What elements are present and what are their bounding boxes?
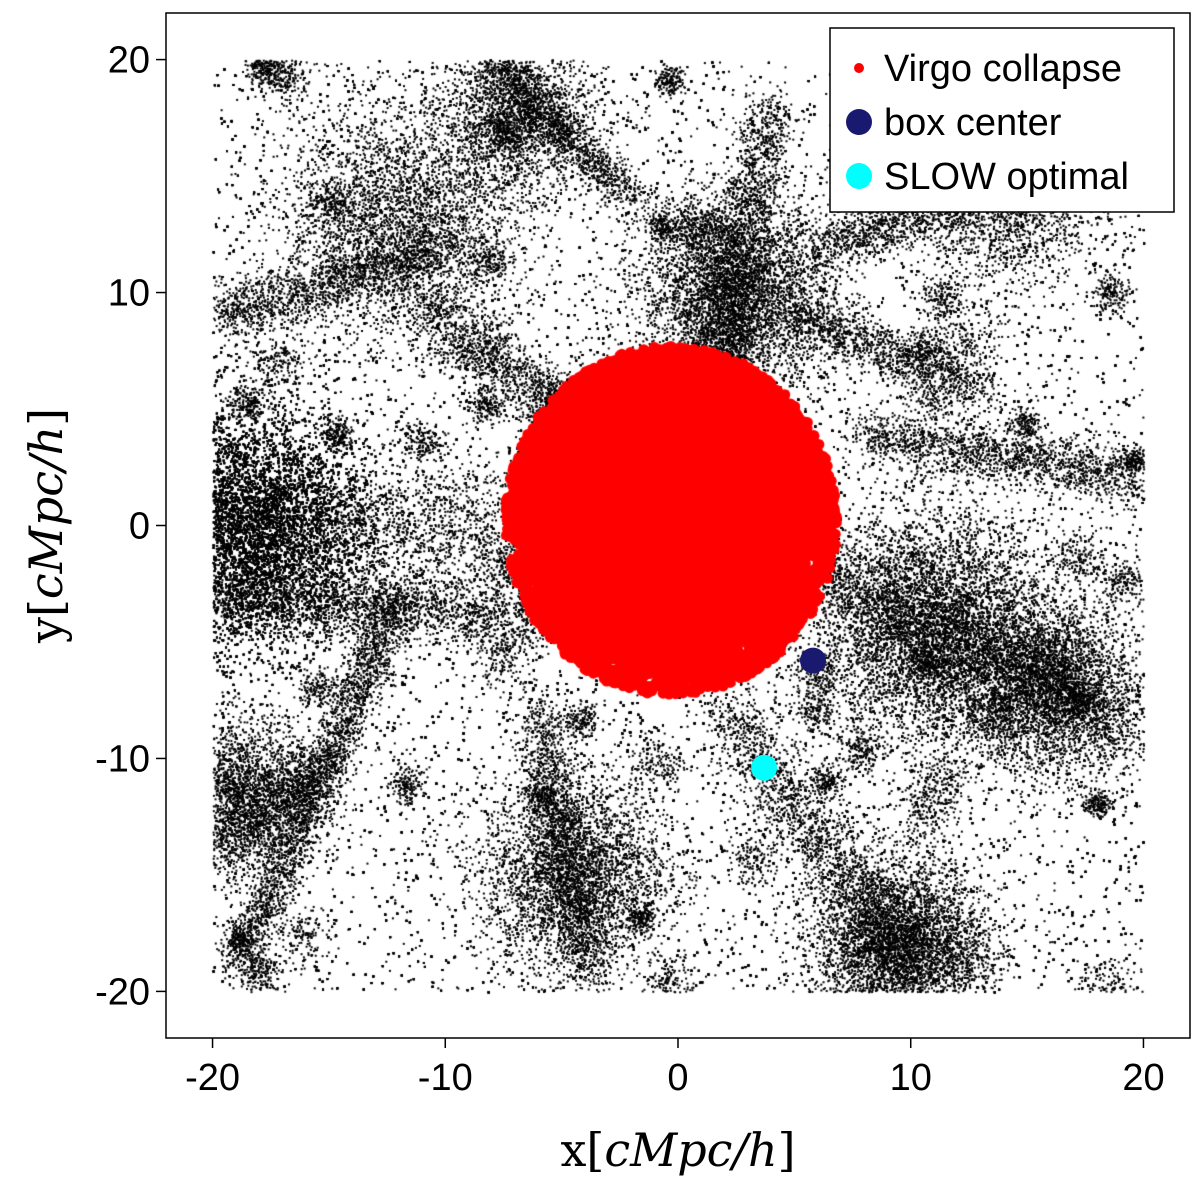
x-axis-label-prefix: x xyxy=(560,1123,586,1177)
y-tick-label-1: -10 xyxy=(95,738,150,780)
legend-box xyxy=(829,27,1175,213)
legend-marker-virgo-collapse xyxy=(854,63,864,73)
x-tick-label-2: 0 xyxy=(667,1057,688,1099)
y-axis-label-prefix: y xyxy=(19,617,73,644)
axis-ticks: -20 -10 0 10 20 -20 -10 0 10 20 xyxy=(95,40,1165,1099)
y-tick-label-3: 10 xyxy=(108,273,150,315)
x-tick-label-4: 20 xyxy=(1122,1057,1164,1099)
x-axis-label-unit: cMpc/h xyxy=(604,1123,777,1177)
y-tick-label-4: 20 xyxy=(108,40,150,82)
series-layer xyxy=(751,647,826,781)
legend-marker-box-center xyxy=(846,109,872,135)
legend: Virgo collapse box center SLOW optimal xyxy=(829,27,1175,213)
x-tick-label-3: 10 xyxy=(890,1057,932,1099)
point-box-center xyxy=(799,647,826,674)
y-axis-label: y[cMpc/h] xyxy=(19,408,73,644)
x-tick-label-0: -20 xyxy=(185,1057,240,1099)
y-axis-label-unit: cMpc/h xyxy=(19,426,73,599)
legend-label-box-center: box center xyxy=(884,102,1062,144)
y-tick-label-2: 0 xyxy=(129,506,150,548)
legend-label-slow-optimal: SLOW optimal xyxy=(884,156,1129,198)
y-tick-label-0: -20 xyxy=(95,971,150,1013)
legend-label-virgo-collapse: Virgo collapse xyxy=(884,48,1122,90)
x-axis-label: x[cMpc/h] xyxy=(560,1123,795,1177)
point-slow-optimal xyxy=(751,754,778,781)
legend-marker-slow-optimal xyxy=(846,163,872,189)
x-tick-label-1: -10 xyxy=(418,1057,473,1099)
